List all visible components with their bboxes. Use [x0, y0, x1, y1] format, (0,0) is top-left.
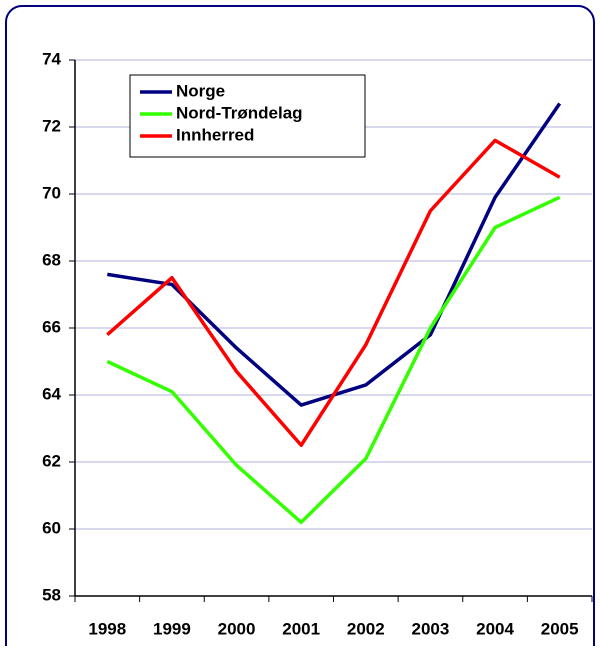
- legend-label: Innherred: [176, 125, 254, 144]
- legend-box: [129, 74, 366, 158]
- y-tick-label: 68: [42, 250, 61, 269]
- legend-label: Norge: [176, 81, 225, 100]
- y-tick-label: 72: [42, 116, 61, 135]
- x-tick-label: 2003: [412, 619, 450, 638]
- x-tick-label: 2002: [347, 619, 385, 638]
- y-tick-label: 64: [42, 384, 61, 403]
- x-tick-label: 2004: [476, 619, 514, 638]
- x-tick-label: 1999: [153, 619, 191, 638]
- y-tick-label: 62: [42, 451, 61, 470]
- y-tick-label: 66: [42, 317, 61, 336]
- y-tick-label: 60: [42, 518, 61, 537]
- chart-frame: [5, 5, 595, 651]
- series-line: [106, 138, 561, 447]
- y-tick-label: 58: [42, 585, 61, 604]
- legend-label: Nord-Trøndelag: [176, 103, 303, 122]
- x-tick-label: 1998: [88, 619, 126, 638]
- x-tick-label: 2000: [218, 619, 256, 638]
- y-tick-label: 74: [42, 49, 61, 68]
- x-tick-label: 2005: [541, 619, 579, 638]
- y-tick-label: 70: [42, 183, 61, 202]
- series-line: [106, 195, 561, 525]
- x-tick-label: 2001: [282, 619, 320, 638]
